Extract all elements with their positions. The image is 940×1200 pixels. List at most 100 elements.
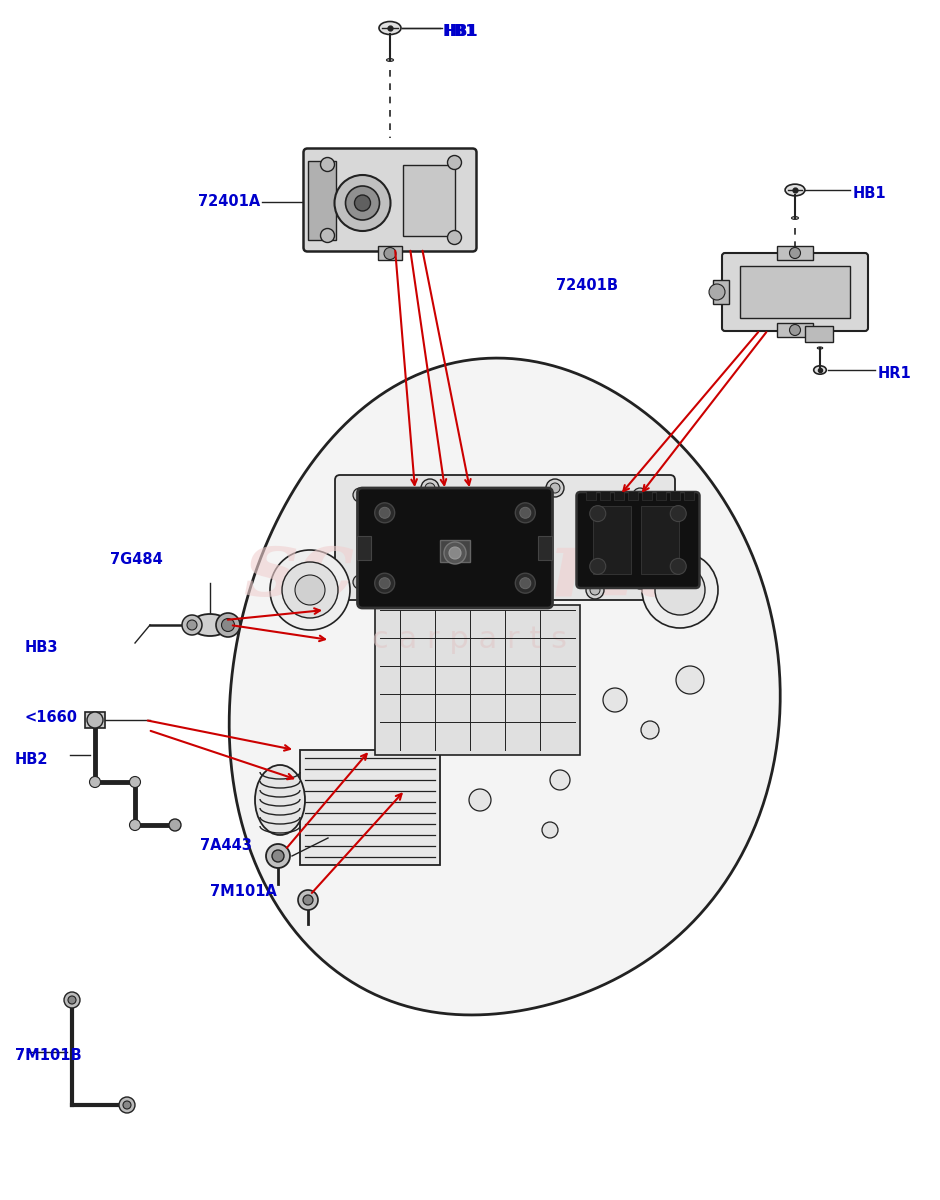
Circle shape [515, 574, 535, 593]
Circle shape [546, 479, 564, 497]
Text: scuderia: scuderia [243, 526, 697, 614]
Bar [628, 491, 637, 500]
Circle shape [216, 613, 240, 637]
Circle shape [353, 488, 367, 502]
Circle shape [123, 1102, 131, 1109]
Circle shape [670, 505, 686, 522]
Circle shape [298, 890, 318, 910]
Circle shape [384, 247, 396, 259]
Circle shape [550, 770, 570, 790]
Ellipse shape [191, 614, 229, 636]
Ellipse shape [817, 347, 822, 349]
Circle shape [64, 992, 80, 1008]
Text: 7G484: 7G484 [110, 552, 163, 568]
Ellipse shape [386, 59, 394, 61]
Circle shape [448, 488, 462, 502]
Bar [592, 506, 631, 574]
Circle shape [633, 488, 647, 502]
FancyBboxPatch shape [576, 492, 699, 588]
Circle shape [282, 562, 338, 618]
Bar [777, 246, 813, 260]
Circle shape [670, 558, 686, 575]
Circle shape [449, 547, 461, 559]
Circle shape [335, 175, 390, 230]
Circle shape [589, 505, 605, 522]
Ellipse shape [785, 184, 805, 196]
Circle shape [709, 284, 725, 300]
Bar [805, 326, 833, 342]
Circle shape [589, 558, 605, 575]
Bar [683, 491, 694, 500]
FancyBboxPatch shape [335, 475, 675, 600]
Bar [641, 491, 651, 500]
Bar [586, 491, 596, 500]
Bar [440, 540, 470, 562]
Circle shape [790, 247, 801, 258]
Circle shape [130, 776, 140, 787]
Ellipse shape [791, 216, 798, 220]
Circle shape [641, 721, 659, 739]
Ellipse shape [814, 366, 826, 374]
Text: <1660: <1660 [25, 710, 78, 726]
Circle shape [321, 228, 335, 242]
Circle shape [586, 581, 604, 599]
Circle shape [790, 324, 801, 336]
FancyBboxPatch shape [722, 253, 868, 331]
Circle shape [295, 575, 325, 605]
Circle shape [444, 542, 466, 564]
Circle shape [515, 503, 535, 523]
Text: HR1: HR1 [878, 366, 912, 382]
Ellipse shape [379, 22, 401, 35]
Circle shape [642, 552, 718, 628]
Circle shape [222, 618, 234, 631]
Circle shape [375, 574, 395, 593]
Text: 7M101B: 7M101B [15, 1048, 82, 1062]
Text: HB2: HB2 [15, 752, 49, 768]
Circle shape [130, 820, 140, 830]
Circle shape [354, 194, 370, 211]
Circle shape [169, 818, 181, 830]
Text: 72401B: 72401B [556, 277, 618, 293]
Circle shape [303, 895, 313, 905]
Text: 7M101A: 7M101A [210, 884, 277, 900]
Text: HB3: HB3 [25, 641, 58, 655]
Circle shape [550, 482, 560, 493]
Text: HB1: HB1 [443, 24, 477, 40]
Circle shape [381, 581, 399, 599]
Circle shape [375, 503, 395, 523]
Circle shape [89, 776, 101, 787]
Circle shape [447, 230, 462, 245]
Circle shape [676, 666, 704, 694]
Circle shape [270, 550, 350, 630]
Circle shape [520, 577, 531, 589]
Bar [402, 164, 455, 235]
FancyBboxPatch shape [304, 149, 477, 252]
Polygon shape [229, 358, 780, 1015]
Circle shape [379, 508, 390, 518]
FancyBboxPatch shape [357, 488, 553, 608]
Bar [375, 605, 580, 755]
Circle shape [379, 577, 390, 589]
Circle shape [346, 186, 380, 220]
Circle shape [633, 575, 647, 589]
Circle shape [68, 996, 76, 1004]
Circle shape [353, 575, 367, 589]
Text: 72401A: 72401A [198, 194, 260, 210]
Circle shape [655, 565, 705, 614]
Ellipse shape [255, 766, 305, 835]
Circle shape [87, 712, 103, 728]
Text: c a r p a r t s: c a r p a r t s [372, 625, 568, 654]
Text: 7A443: 7A443 [200, 839, 252, 853]
Bar [85, 712, 105, 728]
Circle shape [425, 482, 435, 493]
Bar [669, 491, 680, 500]
Circle shape [542, 822, 558, 838]
Circle shape [469, 790, 491, 811]
Circle shape [520, 508, 531, 518]
Bar [538, 536, 552, 560]
Circle shape [187, 620, 197, 630]
Text: HB1: HB1 [445, 24, 478, 40]
Circle shape [538, 488, 552, 502]
Bar [300, 750, 440, 865]
Circle shape [272, 850, 284, 862]
